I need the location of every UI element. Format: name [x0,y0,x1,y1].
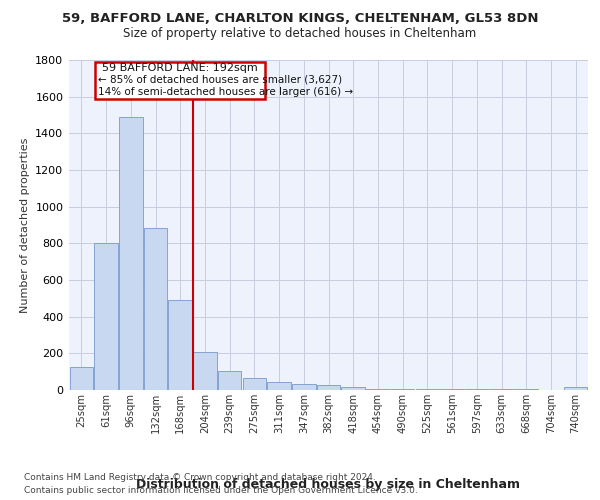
Bar [391,389,415,390]
Bar [119,117,143,390]
Bar [564,387,587,390]
Bar [144,228,167,390]
Bar [317,385,340,390]
Bar [292,384,316,390]
Text: Contains public sector information licensed under the Open Government Licence v3: Contains public sector information licen… [24,486,418,495]
Bar [94,244,118,390]
Text: 59, BAFFORD LANE, CHARLTON KINGS, CHELTENHAM, GL53 8DN: 59, BAFFORD LANE, CHARLTON KINGS, CHELTE… [62,12,538,26]
Bar [218,371,241,390]
Text: 14% of semi-detached houses are larger (616) →: 14% of semi-detached houses are larger (… [98,87,353,97]
Bar [242,378,266,390]
Bar [416,389,439,390]
Bar [169,300,192,390]
Bar [366,388,389,390]
Text: 59 BAFFORD LANE: 192sqm: 59 BAFFORD LANE: 192sqm [103,64,258,74]
Bar [268,382,291,390]
FancyBboxPatch shape [95,62,265,98]
Bar [70,367,93,390]
Bar [193,352,217,390]
Text: Size of property relative to detached houses in Cheltenham: Size of property relative to detached ho… [124,28,476,40]
Y-axis label: Number of detached properties: Number of detached properties [20,138,30,312]
Text: Contains HM Land Registry data © Crown copyright and database right 2024.: Contains HM Land Registry data © Crown c… [24,472,376,482]
Bar [341,387,365,390]
X-axis label: Distribution of detached houses by size in Cheltenham: Distribution of detached houses by size … [137,478,521,490]
Text: ← 85% of detached houses are smaller (3,627): ← 85% of detached houses are smaller (3,… [98,75,342,85]
